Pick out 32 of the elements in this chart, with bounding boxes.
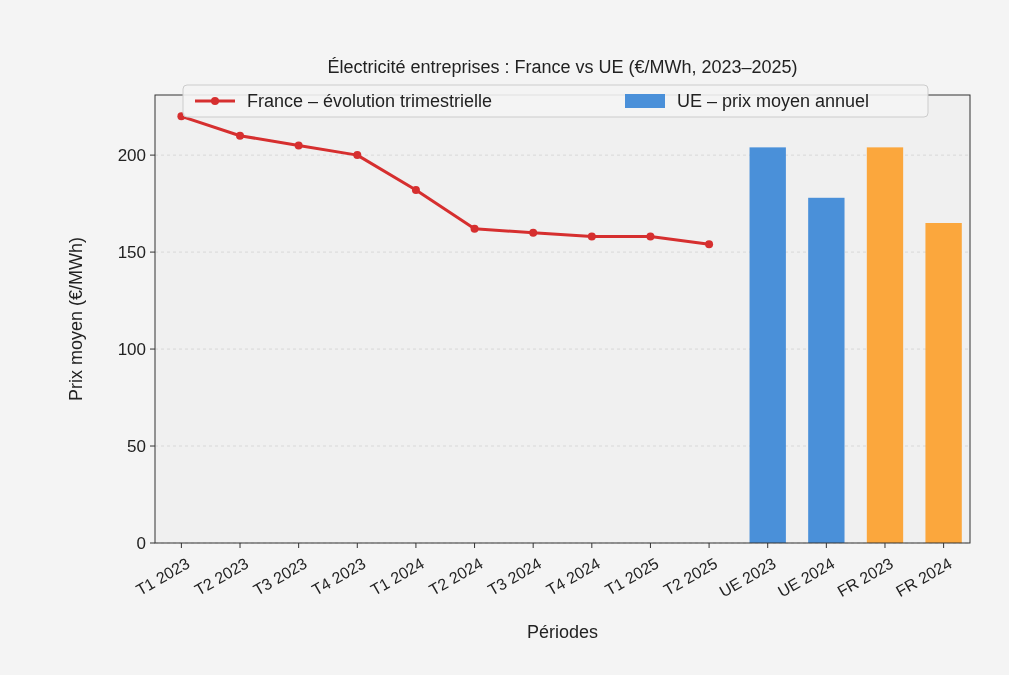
point (411, 186, 420, 195)
x-tick-label: T2 2023 (191, 554, 252, 599)
point (353, 151, 362, 160)
x-tick-label: T4 2023 (309, 554, 369, 599)
x-tick-label: T3 2024 (484, 554, 545, 599)
point (236, 131, 245, 140)
legend-label: UE – prix moyen annuel (677, 91, 870, 112)
x-tick-label: T1 2025 (602, 554, 662, 599)
point (470, 224, 479, 233)
bar (925, 223, 962, 543)
y-tick-label: 0 (136, 533, 146, 553)
point (705, 240, 714, 249)
x-tick-label: T4 2024 (543, 554, 603, 599)
x-tick-label: T1 2024 (367, 554, 428, 599)
bar (808, 197, 845, 543)
bar (866, 147, 904, 543)
chart-title: Électricité entreprises : France vs UE (€/MWh, 2023–2025) (327, 57, 798, 77)
y-tick-label: 50 (127, 436, 146, 456)
x-tick-label: T1 2023 (133, 554, 193, 599)
point (646, 232, 655, 241)
point (294, 141, 303, 150)
bar (749, 147, 786, 543)
x-axis-title: Périodes (526, 622, 599, 642)
legend-label: France – évolution trimestrielle (247, 91, 493, 112)
point (587, 232, 596, 241)
x-tick-label: T2 2024 (426, 554, 486, 599)
y-axis-title: Prix moyen (€/MWh) (66, 236, 86, 402)
y-tick-label: 200 (117, 146, 146, 166)
y-tick-label: 100 (117, 340, 146, 360)
point (529, 228, 538, 237)
y-tick-label: 150 (117, 243, 146, 263)
x-tick-label: T3 2023 (250, 554, 310, 599)
